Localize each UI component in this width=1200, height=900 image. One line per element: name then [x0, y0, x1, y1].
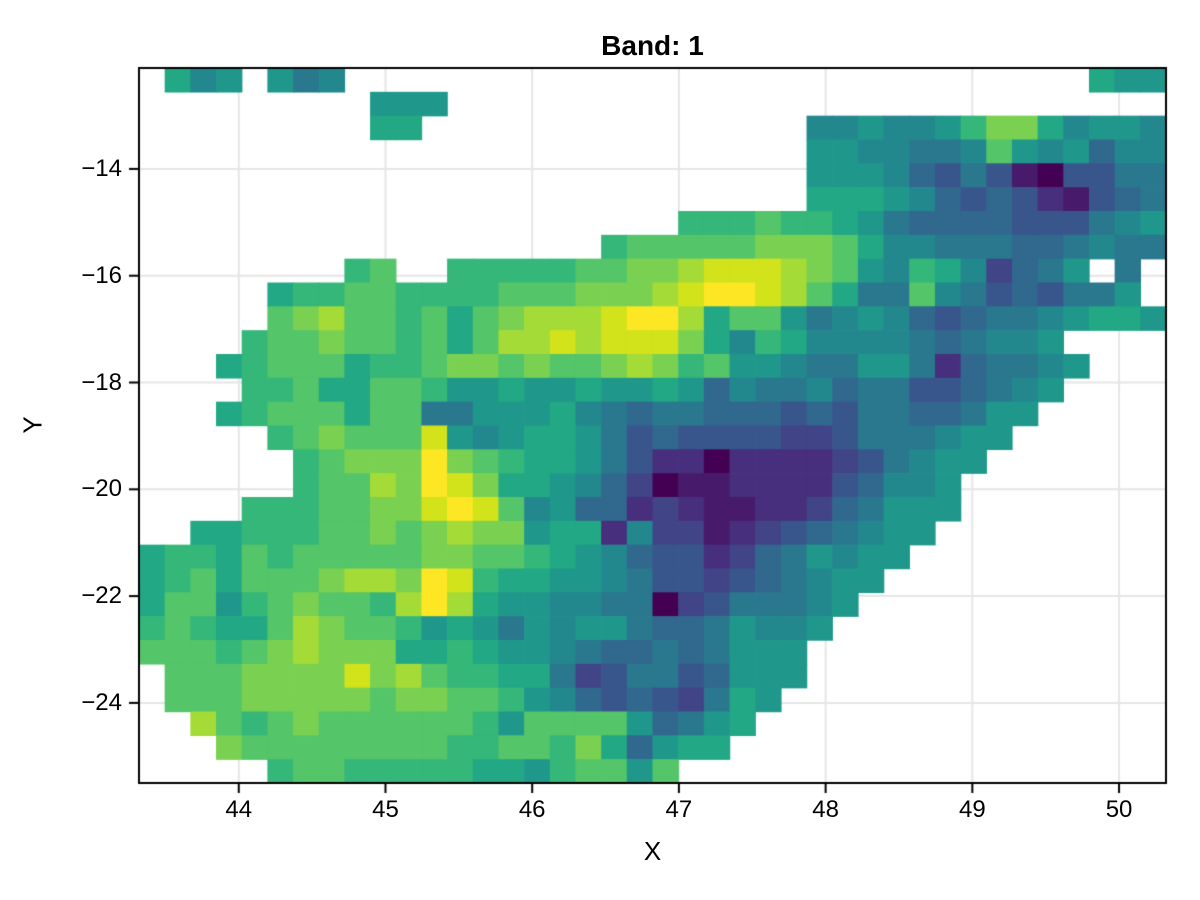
y-axis-label: Y: [17, 416, 48, 434]
x-tick-label: 48: [812, 796, 839, 823]
x-tick-label: 45: [372, 796, 399, 823]
y-tick-label: −18: [81, 368, 122, 396]
x-tick-label: 46: [518, 796, 546, 823]
x-tick-label: 44: [225, 796, 253, 823]
y-tick-label: −20: [81, 475, 122, 503]
chart-title: Band: 1: [601, 30, 704, 61]
y-tick-label: −14: [81, 154, 122, 182]
x-tick-label: 49: [958, 796, 986, 823]
x-axis-label: X: [643, 836, 662, 866]
y-tick-label: −22: [81, 582, 122, 610]
y-tick-label: −16: [81, 261, 122, 289]
x-tick-label: 50: [1105, 796, 1133, 823]
y-tick-label: −24: [81, 688, 122, 716]
x-tick-label: 47: [665, 796, 693, 823]
